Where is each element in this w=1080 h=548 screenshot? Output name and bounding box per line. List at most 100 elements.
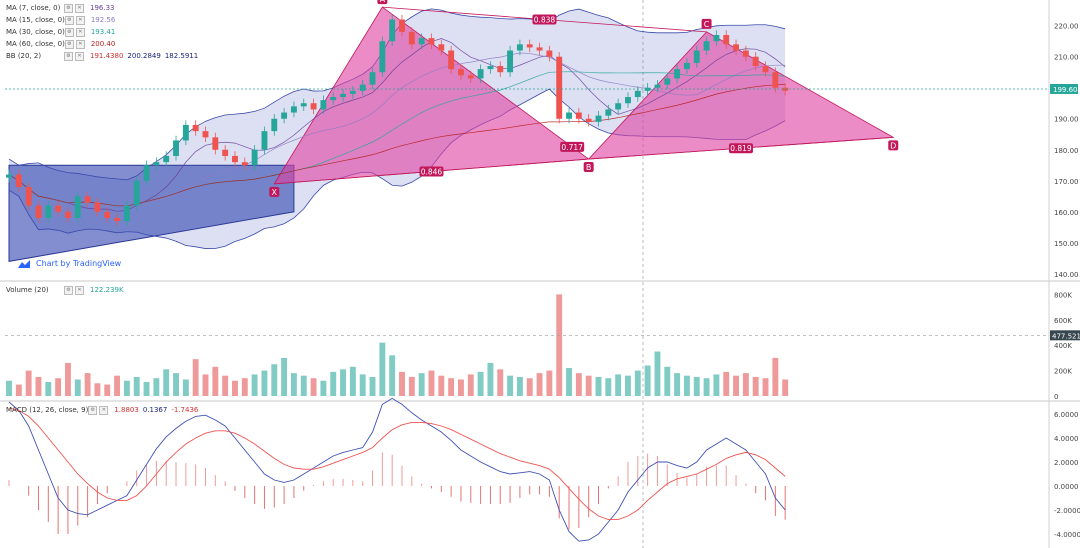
indicator-value: 191.4380 [90, 52, 124, 60]
volume-bar [487, 362, 494, 396]
candle [84, 191, 91, 208]
candle [133, 176, 140, 211]
settings-icon[interactable]: ⚙ [64, 15, 74, 25]
settings-icon[interactable]: ⚙ [88, 405, 98, 415]
candle [733, 39, 739, 56]
volume-bar [467, 374, 474, 396]
settings-icon[interactable]: ⚙ [64, 27, 74, 37]
indicator-name: MA (60, close, 0) [6, 40, 65, 48]
candle-body [153, 162, 160, 166]
volume-bar [369, 376, 376, 396]
volume-bar [615, 374, 622, 396]
volume-bar [349, 366, 356, 396]
macd-tick-label: 0.0000 [1054, 483, 1079, 491]
candle [104, 207, 111, 223]
close-icon[interactable]: ✕ [75, 3, 84, 13]
macd-signal-line [8, 407, 786, 521]
volume-bar [114, 375, 121, 396]
candle [467, 70, 474, 84]
volume-bar [222, 375, 229, 396]
candle-body [281, 112, 288, 119]
volume-bar [507, 375, 514, 396]
close-icon[interactable]: ✕ [75, 51, 84, 61]
price-tick-label: 160.00 [1054, 209, 1079, 217]
candle [595, 110, 602, 127]
ratio-text: 0.819 [730, 144, 752, 153]
volume-bar [536, 373, 543, 396]
close-icon[interactable]: ✕ [75, 285, 84, 295]
candle-body [713, 35, 720, 42]
ratio-badge [419, 166, 444, 177]
candle-body [585, 118, 592, 122]
volume-bar [546, 370, 553, 396]
volume-bar [212, 366, 219, 396]
volume-level-text: 477.521K [1052, 332, 1080, 340]
candle [45, 200, 52, 223]
tradingview-watermark[interactable]: Chart by TradingView [18, 259, 121, 268]
last-price-badge [1050, 83, 1078, 94]
volume-bar [173, 373, 179, 396]
macd-label: MACD (12, 26, close, 9) [6, 406, 89, 414]
candle [674, 64, 681, 84]
settings-icon[interactable]: ⚙ [64, 39, 74, 49]
candle-body [232, 155, 238, 163]
volume-bar [35, 376, 42, 396]
volume-value: 122.239K [90, 286, 124, 294]
volume-bar [595, 376, 602, 396]
volume-bar [723, 371, 730, 396]
volume-bar [566, 368, 572, 396]
candle-body [497, 66, 504, 73]
candle-body [625, 97, 631, 104]
candle-body [241, 162, 248, 166]
candle-body [477, 69, 484, 79]
volume-bar [516, 376, 523, 396]
candle [458, 64, 464, 80]
indicator-value: 182.5911 [164, 52, 199, 60]
volume-bar [251, 374, 258, 396]
candle [585, 114, 592, 127]
volume-label: Volume (20) [6, 286, 49, 294]
volume-bar [752, 376, 759, 396]
candle-body [300, 103, 307, 107]
tradingview-logo-icon [18, 259, 30, 268]
candle-body [723, 35, 730, 45]
volume-bar [359, 374, 366, 396]
volume-bar [310, 378, 317, 396]
close-icon[interactable]: ✕ [99, 405, 109, 415]
volume-bar [399, 371, 405, 396]
close-icon[interactable]: ✕ [75, 27, 85, 37]
close-icon[interactable]: ✕ [75, 15, 85, 25]
candle-body [507, 50, 514, 73]
candle [192, 120, 199, 136]
candle [15, 169, 22, 192]
candle-body [6, 174, 12, 178]
candle-body [516, 44, 523, 51]
candle-body [143, 165, 150, 181]
candle [173, 135, 179, 161]
candle [320, 95, 327, 115]
volume-bar [585, 375, 592, 396]
candle [536, 42, 543, 56]
settings-icon[interactable]: ⚙ [64, 3, 73, 13]
candle-body [74, 196, 81, 218]
candle [143, 160, 150, 186]
volume-bar [458, 379, 464, 396]
candle [74, 191, 81, 223]
candle-body [595, 115, 602, 122]
volume-panel [5, 294, 1049, 396]
volume-bar [762, 378, 769, 396]
price-tick-label: 150.00 [1054, 240, 1079, 248]
settings-icon[interactable]: ⚙ [64, 285, 73, 295]
volume-bar [192, 359, 199, 396]
volume-bar [330, 371, 337, 396]
settings-icon[interactable]: ⚙ [64, 51, 73, 61]
candle [615, 98, 622, 115]
candle-body [408, 31, 415, 45]
volume-bar [74, 379, 81, 396]
close-icon[interactable]: ✕ [75, 39, 85, 49]
candle-body [15, 174, 22, 187]
candle [566, 107, 572, 124]
candle [222, 145, 229, 161]
